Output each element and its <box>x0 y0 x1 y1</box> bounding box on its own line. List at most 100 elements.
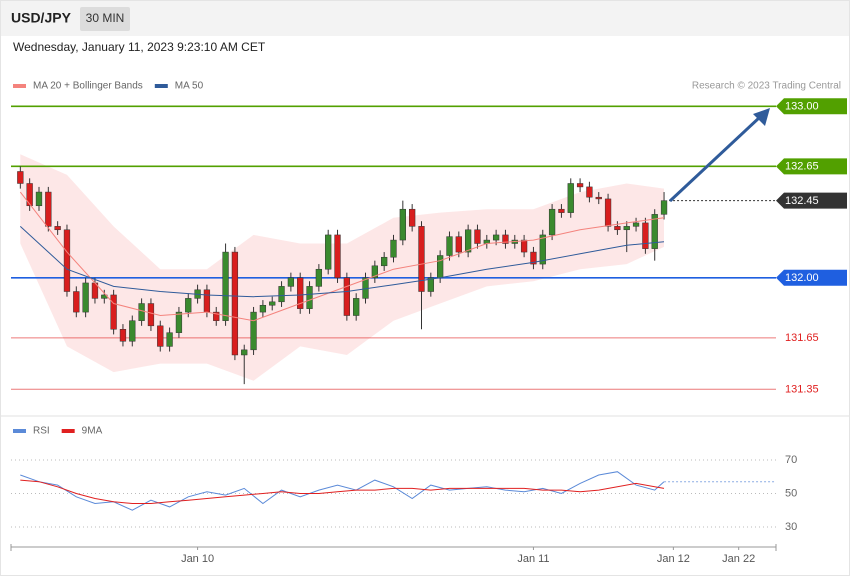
candle-body <box>381 256 388 267</box>
candle-body <box>409 208 416 227</box>
forecast-arrow <box>668 115 762 203</box>
legend-label: 9MA <box>82 426 103 437</box>
price-panel: MA 20 + Bollinger Bands MA 50 133.00 132.65… <box>11 81 847 396</box>
moving-average <box>19 191 665 322</box>
candle-body <box>660 200 668 215</box>
legend-swatch <box>61 429 75 433</box>
candle-body <box>203 289 211 313</box>
interval[interactable]: 30 MIN <box>86 11 125 25</box>
candle-body <box>297 277 304 309</box>
level-label: 133.00 <box>785 101 819 113</box>
interval-box[interactable] <box>80 7 130 31</box>
candle-body <box>110 294 117 330</box>
candle-body <box>45 191 52 227</box>
candle-body <box>595 196 602 200</box>
moving-average <box>19 226 665 298</box>
candle-body <box>315 268 323 287</box>
candle-body <box>119 329 127 342</box>
candle-body <box>632 222 640 227</box>
candle-body <box>520 239 528 253</box>
candle-body <box>129 320 136 342</box>
candle-body <box>138 303 145 321</box>
candle-body <box>54 226 61 231</box>
candle-body <box>567 183 574 213</box>
candle-body <box>642 222 649 249</box>
candle-body <box>530 251 537 265</box>
candle-body <box>231 251 239 356</box>
candle-body <box>26 183 33 207</box>
symbol: USD/JPY <box>11 10 72 26</box>
credit: Research © 2023 Trading Central <box>692 81 841 92</box>
candle-body <box>157 325 164 347</box>
candle-body <box>17 171 24 184</box>
level-label: 132.00 <box>785 272 819 284</box>
forecast-arrowhead <box>753 108 770 126</box>
candle-body <box>464 229 472 253</box>
level-label: 132.65 <box>785 161 819 173</box>
candle-body <box>586 186 593 198</box>
candle-body <box>334 234 341 279</box>
candle-body <box>147 303 155 327</box>
level-tag <box>776 98 847 115</box>
header-bar <box>1 1 849 36</box>
level-label: 131.65 <box>785 332 819 344</box>
candle-body <box>82 282 89 313</box>
candle-body <box>166 332 173 347</box>
candle-body <box>539 234 546 265</box>
x-tick-label: Jan 11 <box>517 553 549 565</box>
level-label: 131.35 <box>785 384 819 396</box>
level-tag <box>776 192 847 209</box>
level-tag <box>776 269 847 286</box>
candle-body <box>278 286 285 303</box>
candle-body <box>502 234 509 244</box>
candle-body <box>418 226 425 292</box>
candle-body <box>371 265 378 279</box>
x-tick-label: Jan 12 <box>657 553 690 565</box>
candle-body <box>604 198 612 227</box>
candle-body <box>446 236 453 256</box>
candle-body <box>437 255 444 279</box>
legend-label: MA 20 + Bollinger Bands <box>33 81 143 92</box>
y-tick-label: 30 <box>785 521 797 533</box>
candle-body <box>614 226 621 231</box>
legend-swatch <box>13 84 26 88</box>
legend-swatch <box>13 429 26 433</box>
y-tick-label: 70 <box>785 454 797 466</box>
candle-body <box>558 208 565 213</box>
candle-body <box>185 298 192 313</box>
legend-swatch <box>154 84 168 88</box>
candle-body <box>427 277 434 292</box>
candle-body <box>576 183 584 188</box>
candle-body <box>241 349 248 356</box>
candle-body <box>222 251 229 321</box>
rsi-panel: RSI 9MA 70 50 30 Jan 10 Jan 11 Jan 12 Jan 22 <box>10 426 797 565</box>
candle-body <box>325 234 332 270</box>
candle-body <box>269 301 276 306</box>
candle-body <box>651 214 658 249</box>
candle-body <box>455 236 462 253</box>
candle-body <box>548 208 556 236</box>
y-tick-label: 50 <box>785 487 797 499</box>
candle-body <box>35 191 43 207</box>
candle-body <box>250 311 257 351</box>
timestamp: Wednesday, January 11, 2023 9:23:10 AM C… <box>13 40 266 54</box>
candle-body <box>390 239 397 258</box>
candle-body <box>175 311 183 333</box>
legend-label: RSI <box>33 426 50 437</box>
candle-body <box>492 234 500 241</box>
candle-body <box>474 229 481 244</box>
candle-body <box>213 311 220 321</box>
candle-body <box>623 226 630 231</box>
legend-label: MA 50 <box>175 81 204 92</box>
level-label: 132.45 <box>785 195 819 207</box>
candle-body <box>287 277 295 287</box>
candle-body <box>63 229 71 292</box>
candle-body <box>399 208 406 241</box>
x-tick-label: Jan 22 <box>722 553 755 565</box>
x-tick-label: Jan 10 <box>181 553 214 565</box>
level-tag <box>776 158 847 175</box>
candle-body <box>343 277 350 316</box>
candle-body <box>259 304 267 313</box>
candle-body <box>353 298 360 316</box>
